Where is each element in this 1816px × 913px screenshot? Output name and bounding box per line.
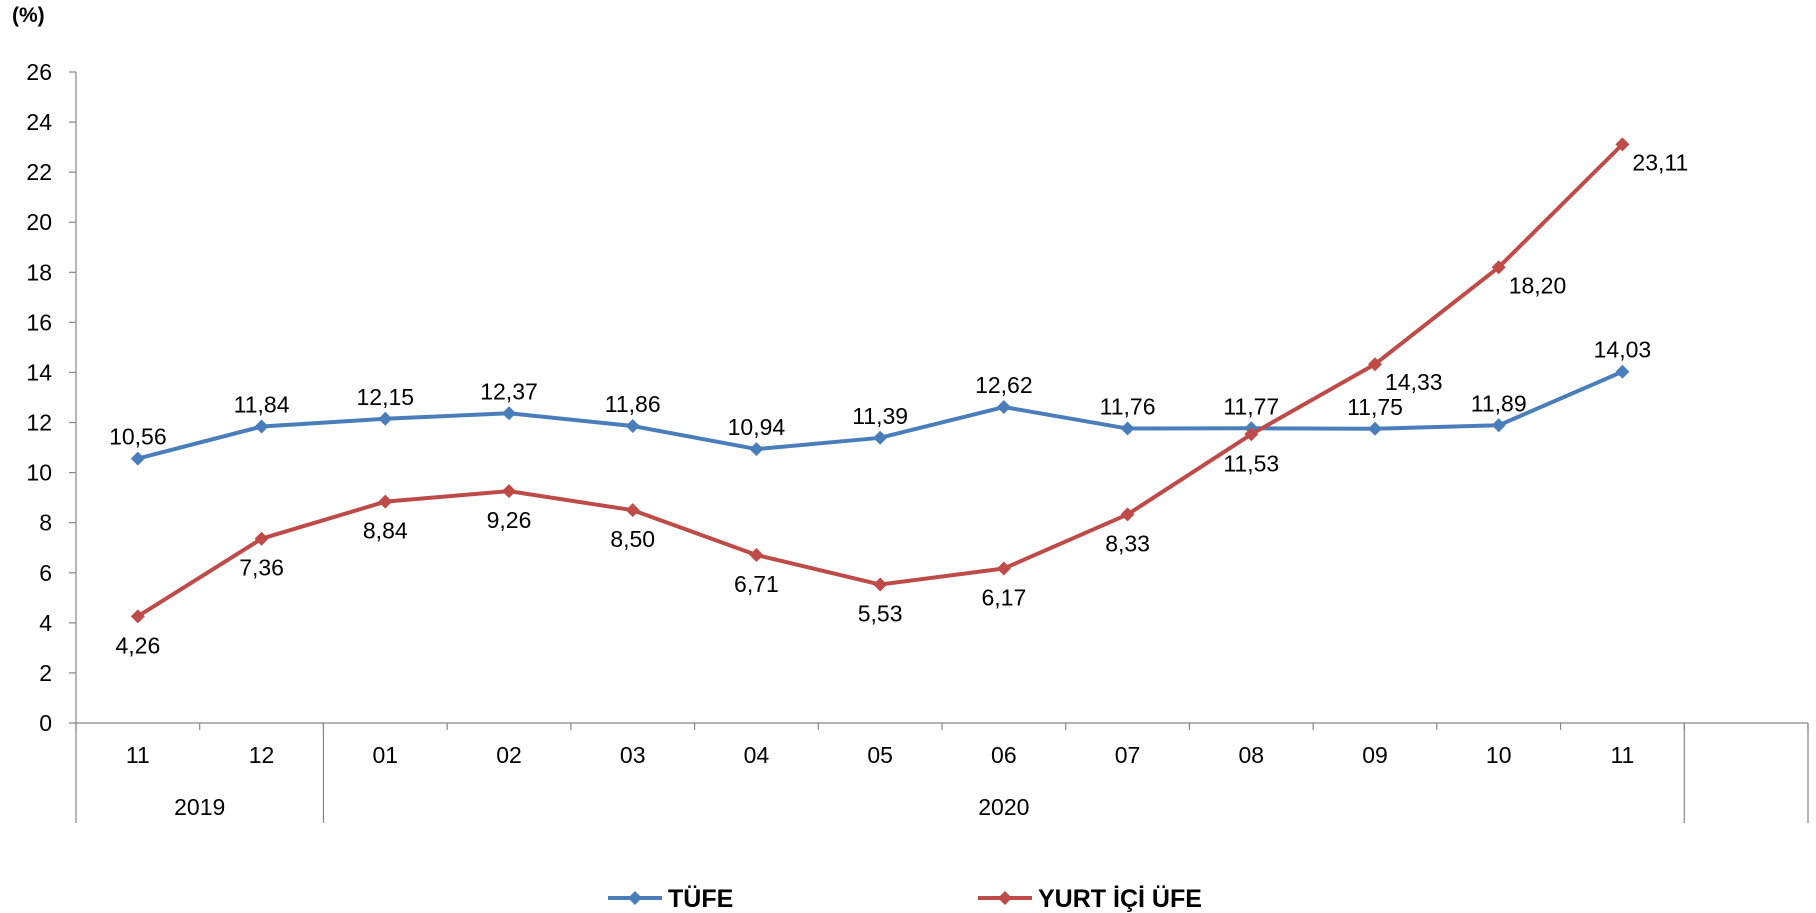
x-tick-label: 01 (372, 742, 398, 768)
x-tick-label: 12 (249, 742, 275, 768)
data-label: 11,76 (1100, 394, 1156, 420)
legend-label: YURT İÇİ ÜFE (1038, 884, 1202, 913)
data-point (1615, 137, 1630, 152)
y-tick-label: 18 (26, 259, 52, 285)
data-point (749, 442, 764, 457)
data-label: 12,15 (357, 384, 415, 410)
data-label: 12,37 (480, 378, 538, 404)
legend-marker (628, 891, 642, 905)
data-point (625, 419, 640, 434)
data-point (378, 494, 393, 509)
data-label: 7,36 (239, 555, 284, 581)
data-point (254, 419, 269, 434)
x-tick-label: 10 (1486, 742, 1512, 768)
data-point (749, 547, 764, 562)
y-tick-label: 26 (26, 59, 52, 85)
data-label: 11,84 (234, 392, 290, 418)
y-tick-label: 0 (39, 710, 52, 736)
x-tick-label: 11 (126, 742, 150, 768)
data-label: 8,33 (1105, 530, 1150, 556)
data-label: 10,94 (728, 414, 786, 440)
data-label: 18,20 (1509, 272, 1567, 298)
data-label: 11,39 (852, 403, 908, 429)
data-point (1491, 260, 1506, 275)
x-tick-label: 04 (744, 742, 770, 768)
data-point (1244, 427, 1259, 442)
legend-label: TÜFE (668, 884, 733, 913)
data-point (1368, 357, 1382, 372)
x-tick-label: 05 (867, 742, 893, 768)
data-label: 8,50 (610, 526, 655, 552)
data-label: 14,03 (1594, 337, 1652, 363)
y-tick-label: 24 (26, 109, 52, 135)
data-label: 11,77 (1223, 393, 1279, 419)
legend: TÜFE YURT İÇİ ÜFE (608, 884, 1202, 913)
x-tick-label: 02 (496, 742, 522, 768)
data-point (873, 577, 888, 592)
y-tick-label: 4 (39, 610, 52, 636)
unit-label: (%) (12, 4, 45, 27)
y-tick-label: 22 (26, 159, 52, 185)
x-tick-label: 08 (1238, 742, 1264, 768)
data-point (378, 411, 393, 426)
data-label: 11,89 (1471, 390, 1527, 416)
year-label: 2019 (174, 794, 225, 820)
data-label: 23,11 (1632, 149, 1688, 175)
data-point (1615, 364, 1630, 379)
data-label: 10,56 (109, 424, 167, 450)
data-point (1120, 421, 1135, 436)
data-point (873, 430, 888, 445)
data-label: 9,26 (487, 507, 532, 533)
x-tick-label: 11 (1610, 742, 1634, 768)
data-label: 4,26 (115, 632, 160, 658)
data-point (1120, 507, 1135, 522)
data-point (130, 451, 145, 466)
data-point (1368, 421, 1382, 436)
series-layer (130, 137, 1630, 624)
data-label: 12,62 (975, 372, 1033, 398)
y-tick-label: 16 (26, 309, 52, 335)
y-tick-label: 8 (39, 510, 52, 536)
y-tick-label: 10 (26, 460, 52, 486)
data-point (996, 561, 1011, 576)
data-label: 11,53 (1223, 450, 1279, 476)
y-tick-label: 20 (26, 209, 52, 235)
data-point (1491, 418, 1506, 433)
data-label: 11,75 (1347, 394, 1403, 420)
data-label: 11,86 (605, 391, 661, 417)
legend-marker (998, 891, 1012, 905)
x-tick-label: 09 (1362, 742, 1388, 768)
y-tick-label: 6 (39, 560, 52, 586)
data-point (625, 503, 640, 518)
y-tick-label: 14 (26, 359, 52, 385)
data-point (502, 484, 516, 499)
x-tick-label: 03 (620, 742, 646, 768)
data-label: 8,84 (363, 518, 408, 544)
x-tick-label: 07 (1115, 742, 1141, 768)
data-label: 5,53 (858, 601, 903, 627)
data-point (130, 609, 145, 624)
data-label: 14,33 (1385, 369, 1443, 395)
data-point (996, 400, 1011, 415)
x-tick-label: 06 (991, 742, 1017, 768)
data-label: 6,71 (734, 571, 779, 597)
year-label: 2020 (978, 794, 1029, 820)
data-point (254, 531, 269, 546)
data-labels: 10,56 11,84 12,15 12,37 11,86 10,94 11,39 12,62… (109, 149, 1688, 658)
y-tick-label: 2 (39, 660, 52, 686)
data-point (502, 406, 516, 421)
data-label: 6,17 (981, 585, 1026, 611)
y-tick-label: 12 (26, 410, 52, 436)
